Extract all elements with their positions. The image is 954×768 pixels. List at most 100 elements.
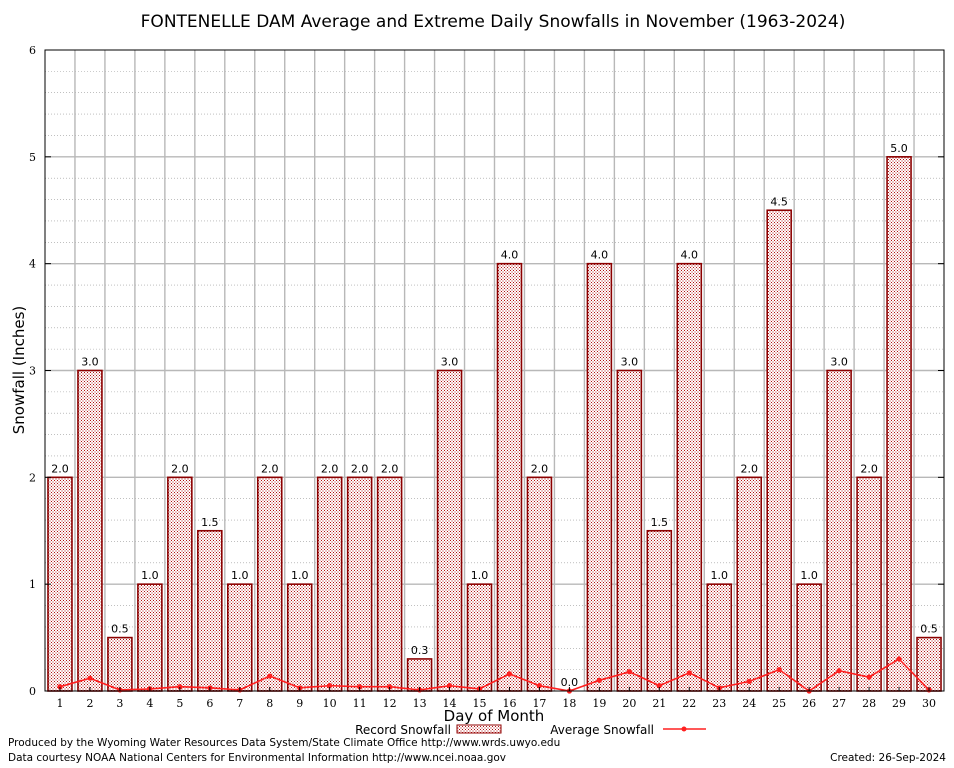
record-bar [676,262,703,692]
record-bar [436,369,463,692]
x-axis-ticks: 1 2 3 4 5 6 7 8 9 10 11 12 13 14 15 16 17 18 19 20 21 22 23 24 2… [56,687,936,710]
x-tick-label: 25 [772,697,786,710]
x-tick-label: 4 [146,697,153,710]
y-tick-label: 6 [29,44,36,57]
record-bar [526,476,553,692]
average-marker [746,678,752,684]
legend-record-swatch [456,724,502,734]
x-tick-label: 24 [742,697,756,710]
record-bar [167,476,193,692]
average-marker [267,673,273,679]
x-axis-title: Day of Month [444,707,545,725]
x-tick-label: 28 [862,697,876,710]
average-marker [686,670,692,676]
bar-value-label: 1.0 [711,569,729,582]
x-tick-label: 6 [206,697,213,710]
bar-value-label: 4.0 [681,249,699,262]
x-tick-label: 15 [473,697,487,710]
x-tick-label: 26 [802,697,816,710]
bar-value-label: 0.3 [411,644,429,657]
average-marker [87,675,93,681]
x-tick-label: 22 [682,697,696,710]
average-marker [626,669,632,675]
bar-value-label: 2.0 [351,462,369,475]
y-tick-label: 1 [29,578,36,591]
y-tick-label: 4 [29,258,36,271]
x-tick-label: 23 [712,697,726,710]
y-tick-label: 5 [29,151,36,164]
bar-value-label: 2.0 [321,462,339,475]
bar-value-label: 2.0 [860,462,878,475]
average-marker [357,684,363,690]
bar-value-label: 4.0 [591,249,609,262]
average-marker [506,671,513,677]
record-bar [406,658,433,692]
record-bar [766,209,792,692]
legend-average-label: Average Snowfall [550,723,654,737]
x-tick-label: 5 [176,697,183,710]
average-marker [327,683,333,689]
bar-value-label: 0.5 [111,623,129,636]
record-bar [856,476,882,692]
bar-value-label: 1.5 [201,516,219,529]
average-marker [596,677,602,683]
x-tick-label: 9 [296,697,303,710]
x-tick-label: 16 [502,697,516,710]
record-bar [886,156,912,692]
record-bar [916,636,942,692]
bar-value-label: 5.0 [890,142,908,155]
footer-data-courtesy: Data courtesy NOAA National Centers for … [8,752,507,764]
x-tick-label: 18 [562,697,576,710]
record-bar [796,583,822,692]
bar-value-label: 2.0 [171,462,189,475]
x-tick-label: 29 [892,697,906,710]
bar-value-label: 1.5 [651,516,669,529]
bar-value-label: 2.0 [51,462,69,475]
y-axis-ticks: 0 1 2 3 4 5 6 [29,44,944,698]
x-tick-label: 19 [592,697,606,710]
bar-value-labels: 2.0 3.0 0.5 1.0 2.0 1.5 1.0 2.0 1.0 2.0 2.0 2.0 0.3 3… [51,142,938,689]
x-tick-label: 1 [56,697,63,710]
bar-value-label: 1.0 [291,569,309,582]
record-bar [256,476,283,692]
record-bar [706,583,733,692]
bar-value-label: 0.5 [920,623,938,636]
bar-value-label: 1.0 [141,569,159,582]
average-marker [866,674,872,680]
record-bar [736,476,763,692]
legend: Record Snowfall Average Snowfall [355,723,706,737]
bar-value-label: 2.0 [740,462,758,475]
average-marker [57,684,63,690]
bar-value-label: 1.0 [471,569,489,582]
average-marker [446,683,453,689]
x-tick-label: 10 [323,697,337,710]
record-bar [346,476,373,692]
bar-value-label: 4.5 [770,195,788,208]
bar-value-label: 2.0 [261,462,279,475]
x-tick-label: 21 [652,697,666,710]
bar-value-label: 3.0 [81,356,99,369]
x-tick-label: 7 [236,697,243,710]
x-tick-label: 30 [922,697,936,710]
record-bar [376,476,403,692]
x-tick-label: 3 [116,697,123,710]
bar-value-label: 4.0 [501,249,519,262]
average-marker [896,656,902,662]
bar-value-label: 2.0 [531,462,549,475]
record-bar [316,476,343,692]
x-tick-label: 17 [532,697,546,710]
record-bar [466,583,493,692]
chart-title: FONTENELLE DAM Average and Extreme Daily… [141,12,846,32]
x-tick-label: 2 [86,697,93,710]
y-tick-label: 2 [29,471,36,484]
average-line [59,657,930,692]
y-tick-label: 0 [29,685,36,698]
y-axis-title: Snowfall (Inches) [10,306,28,434]
x-tick-label: 12 [383,697,397,710]
record-bar [586,262,613,692]
legend-record-label: Record Snowfall [355,723,451,737]
record-bar [107,636,133,692]
footer-created: Created: 26-Sep-2024 [830,752,946,764]
record-snowfall-bars [47,156,942,692]
